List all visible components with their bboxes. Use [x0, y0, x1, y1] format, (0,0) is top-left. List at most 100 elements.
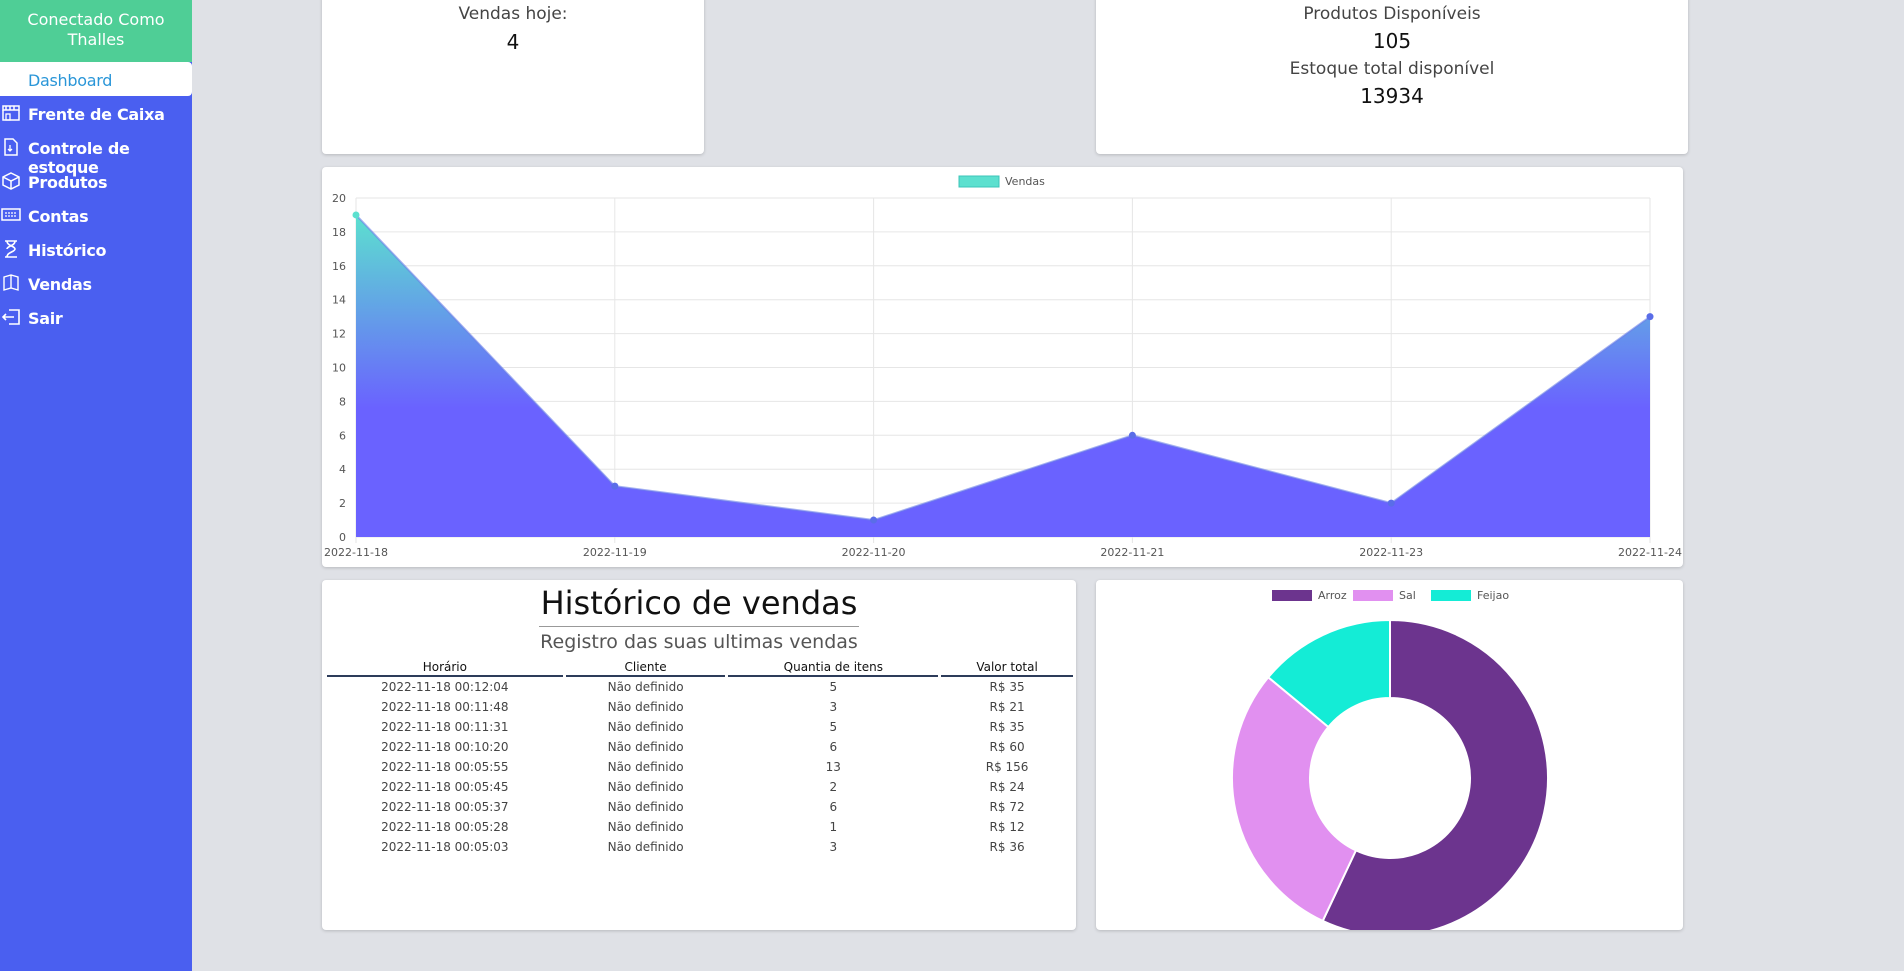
y-tick-label: 4 — [339, 463, 346, 476]
sidebar-item-label: Controle de estoque — [28, 139, 130, 177]
book-icon — [1, 273, 21, 293]
table-row: 2022-11-18 00:05:28 Não definido 1 R$ 12 — [327, 817, 1073, 837]
cell-horario: 2022-11-18 00:11:48 — [381, 700, 509, 714]
x-tick-label: 2022-11-21 — [1100, 546, 1164, 559]
legend-swatch-arroz — [1272, 590, 1312, 601]
column-header-horario: Horário — [327, 658, 563, 677]
table-row: 2022-11-18 00:10:20 Não definido 6 R$ 60 — [327, 737, 1073, 757]
legend-swatch-sal — [1353, 590, 1393, 601]
cell-valor: R$ 156 — [985, 760, 1029, 774]
cell-quantia: 2 — [829, 780, 838, 794]
sales-line-chart: 0 2 4 6 8 10 12 14 16 18 20 2022-11-18 2022-11-19 202… — [324, 175, 1682, 559]
slice-feijao — [1266, 618, 1391, 729]
column-header-quantia: Quantia de itens — [728, 658, 939, 677]
series-area — [356, 214, 1650, 537]
sidebar-item-label: Contas — [28, 207, 89, 226]
user-greeting: Conectado Como Thalles — [0, 0, 192, 62]
cell-quantia: 1 — [829, 820, 838, 834]
y-tick-label: 0 — [339, 531, 346, 544]
sales-history-card: Histórico de vendas Registro das suas ul… — [322, 580, 1076, 930]
cell-quantia: 3 — [829, 700, 838, 714]
data-point — [1387, 499, 1395, 507]
sidebar: Conectado Como Thalles Dashboard Frente … — [0, 0, 192, 971]
table-row: 2022-11-18 00:11:48 Não definido 3 R$ 21 — [327, 697, 1073, 717]
cell-valor: R$ 60 — [989, 740, 1025, 754]
legend-label-feijao: Feijao — [1477, 589, 1509, 602]
sidebar-item-produtos[interactable]: Produtos — [0, 164, 192, 198]
y-tick-label: 2 — [339, 497, 346, 510]
products-available-value: 105 — [1372, 29, 1412, 53]
cell-valor: R$ 36 — [989, 840, 1025, 854]
y-tick-label: 8 — [339, 395, 346, 408]
legend-label-arroz: Arroz — [1318, 589, 1347, 602]
sidebar-item-contas[interactable]: Contas — [0, 198, 192, 232]
total-stock-value: 13934 — [1360, 84, 1424, 108]
cell-valor: R$ 24 — [989, 780, 1025, 794]
table-row: 2022-11-18 00:12:04 Não definido 5 R$ 35 — [327, 677, 1073, 697]
cell-quantia: 6 — [829, 800, 838, 814]
data-point — [870, 516, 878, 524]
x-tick-label: 2022-11-18 — [324, 546, 388, 559]
store-icon — [1, 103, 21, 123]
sidebar-item-sair[interactable]: Sair — [0, 300, 192, 334]
hourglass-icon — [1, 239, 21, 259]
y-tick-label: 12 — [332, 328, 346, 341]
table-row: 2022-11-18 00:05:45 Não definido 2 R$ 24 — [327, 777, 1073, 797]
sidebar-item-label: Vendas — [28, 275, 92, 294]
data-point — [1128, 431, 1136, 439]
cell-horario: 2022-11-18 00:12:04 — [381, 680, 509, 694]
column-header-valor: Valor total — [941, 658, 1073, 677]
data-point — [1646, 313, 1654, 321]
cell-cliente: Não definido — [607, 840, 684, 854]
products-donut-chart-card: Arroz Sal Feijao — [1096, 580, 1683, 937]
data-point — [352, 211, 360, 219]
slice-sal — [1231, 675, 1358, 923]
y-tick-label: 18 — [332, 226, 346, 239]
cell-cliente: Não definido — [607, 800, 684, 814]
sidebar-item-label: Dashboard — [28, 71, 113, 90]
logout-icon — [1, 307, 21, 327]
sidebar-item-label: Frente de Caixa — [28, 105, 165, 124]
cell-quantia: 5 — [829, 680, 838, 694]
total-stock-label: Estoque total disponível — [1289, 59, 1495, 79]
x-tick-label: 2022-11-23 — [1359, 546, 1423, 559]
cell-quantia: 6 — [829, 740, 838, 754]
sidebar-item-dashboard[interactable]: Dashboard — [0, 62, 192, 96]
sidebar-item-label: Sair — [28, 309, 63, 328]
cell-horario: 2022-11-18 00:10:20 — [381, 740, 509, 754]
y-tick-label: 6 — [339, 429, 346, 442]
products-available-label: Produtos Disponíveis — [1303, 4, 1481, 24]
legend-label-vendas: Vendas — [1005, 175, 1045, 188]
legend-label-sal: Sal — [1399, 589, 1416, 602]
x-tick-label: 2022-11-19 — [583, 546, 647, 559]
sidebar-item-frente-de-caixa[interactable]: Frente de Caixa — [0, 96, 192, 130]
cell-cliente: Não definido — [607, 680, 684, 694]
sales-history-table: Horário Cliente Quantia de itens Valor t… — [324, 658, 1076, 857]
cell-cliente: Não definido — [607, 760, 684, 774]
cell-cliente: Não definido — [607, 720, 684, 734]
sidebar-item-vendas[interactable]: Vendas — [0, 266, 192, 300]
table-row: 2022-11-18 00:11:31 Não definido 5 R$ 35 — [327, 717, 1073, 737]
y-tick-label: 14 — [332, 294, 346, 307]
sidebar-item-controle-de-estoque[interactable]: Controle de estoque — [0, 130, 192, 177]
data-point — [611, 482, 619, 490]
cell-cliente: Não definido — [607, 780, 684, 794]
cell-cliente: Não definido — [607, 700, 684, 714]
cell-horario: 2022-11-18 00:11:31 — [381, 720, 509, 734]
products-card: Produtos Disponíveis 105 Estoque total d… — [1096, 0, 1688, 154]
file-icon — [1, 137, 21, 157]
history-title: Histórico de vendas — [540, 584, 858, 622]
cell-valor: R$ 21 — [989, 700, 1025, 714]
products-donut-chart: Arroz Sal Feijao — [1231, 589, 1549, 937]
cell-horario: 2022-11-18 00:05:55 — [381, 760, 509, 774]
table-row: 2022-11-18 00:05:03 Não definido 3 R$ 36 — [327, 837, 1073, 857]
table-header-row: Horário Cliente Quantia de itens Valor t… — [327, 658, 1073, 677]
y-tick-label: 10 — [332, 362, 346, 375]
sidebar-item-historico[interactable]: Histórico — [0, 232, 192, 266]
x-tick-label: 2022-11-24 — [1618, 546, 1682, 559]
cell-valor: R$ 35 — [989, 720, 1025, 734]
sidebar-item-label: Produtos — [28, 173, 108, 192]
cell-cliente: Não definido — [607, 740, 684, 754]
sales-today-value: 4 — [506, 30, 520, 54]
legend-swatch-vendas — [958, 175, 1000, 188]
